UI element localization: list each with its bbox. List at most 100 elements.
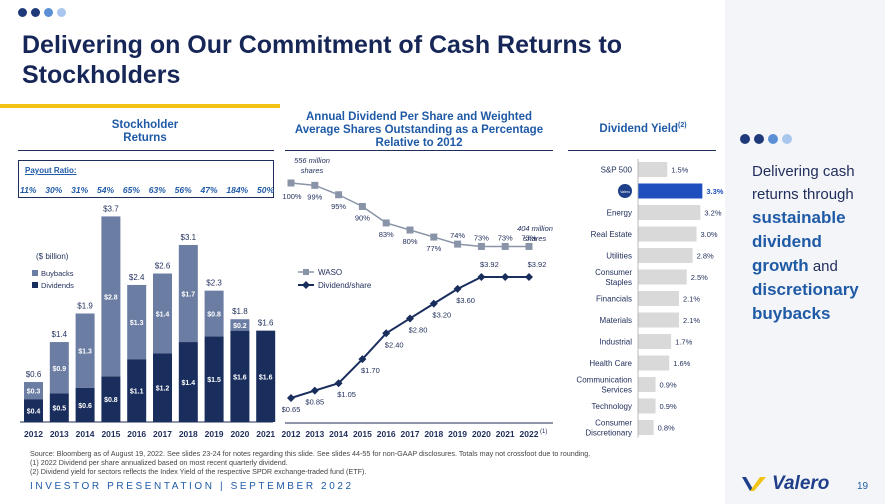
yield-label: 3.0%	[701, 230, 718, 239]
x-tick-label: 2015	[353, 429, 372, 439]
yield-category-label: S&P 500	[601, 166, 633, 175]
stockholder-returns-heading: Stockholder Returns	[111, 119, 179, 144]
waso-point	[358, 203, 366, 210]
bar-dividends	[204, 336, 224, 422]
waso-point	[406, 226, 414, 234]
footer-text: INVESTOR PRESENTATION | SEPTEMBER 2022	[30, 481, 354, 492]
data-label-buybacks: $1.4	[156, 312, 170, 319]
divider	[568, 150, 716, 151]
data-label-total: $0.6	[26, 370, 42, 379]
bar-buybacks	[230, 319, 250, 331]
payout-ratio-box	[18, 160, 274, 198]
x-tick-label: 2016	[377, 429, 396, 439]
yield-bar	[638, 226, 697, 242]
payout-ratio-label: Payout Ratio:	[25, 166, 77, 175]
yield-bar	[638, 248, 693, 263]
yield-category-label: Communication	[576, 376, 632, 385]
payout-ratio-value: 63%	[148, 185, 166, 195]
dividend-label: $2.80	[409, 325, 428, 334]
dividend-yield-heading-text: Dividend Yield	[599, 122, 679, 135]
page-number: 19	[857, 481, 869, 492]
valero-v-icon	[742, 477, 766, 491]
x-tick-label: 2017	[153, 429, 172, 439]
data-label-total: $1.9	[77, 302, 93, 311]
data-label-buybacks: $2.8	[104, 294, 118, 301]
side-text-highlight: discretionary buybacks	[752, 280, 859, 323]
data-label-total: $3.1	[181, 233, 197, 242]
data-label-dividends: $0.5	[52, 406, 66, 413]
payout-ratio-value: 47%	[200, 185, 218, 195]
footnotes: Source: Bloomberg as of August 19, 2022.…	[30, 449, 630, 476]
dividend-point	[287, 394, 295, 402]
waso-point	[454, 240, 462, 248]
divider	[18, 150, 274, 151]
dividend-point	[501, 273, 510, 282]
annotation-right: 404 million	[517, 224, 553, 233]
bar-buybacks	[127, 284, 147, 360]
x-tick-label: 2018	[424, 429, 443, 439]
yield-label: 0.9%	[660, 402, 677, 411]
waso-point	[335, 191, 343, 199]
waso-point	[382, 219, 390, 227]
x-tick-label: 2013	[50, 429, 69, 439]
yield-bar	[638, 355, 670, 371]
yield-category-label: Real Estate	[591, 230, 633, 239]
x-tick-label: 2019	[448, 429, 467, 439]
yield-bar	[638, 205, 701, 220]
dot	[782, 134, 792, 144]
yield-bar	[638, 269, 687, 285]
valero-logo: Valero	[740, 473, 829, 495]
yield-label: 3.2%	[704, 209, 721, 218]
dividend-label: $3.60	[456, 296, 475, 305]
data-label-dividends: $0.8	[104, 397, 118, 404]
annotation-top: shares	[301, 166, 324, 175]
bar-buybacks	[153, 273, 172, 354]
dot	[44, 8, 53, 17]
dividend-label: $3.20	[432, 311, 451, 320]
waso-point	[525, 242, 533, 250]
waso-point	[430, 233, 438, 241]
x-tick-label: 2020	[230, 429, 249, 439]
yield-label: 1.7%	[675, 338, 692, 347]
yield-category-label: Materials	[600, 316, 632, 325]
yield-category-label: Discretionary	[585, 429, 632, 438]
annotation-right: shares	[524, 234, 547, 243]
side-text-part: and	[812, 258, 838, 275]
waso-label: 73%	[521, 233, 536, 242]
payout-ratio-value: 11%	[20, 185, 37, 195]
heading-footnote-mark: (2)	[678, 122, 687, 129]
x-tick-label: 2012	[24, 429, 43, 439]
bar-buybacks	[24, 382, 43, 400]
dividend-point	[358, 355, 367, 364]
unit-label: ($ billion)	[36, 252, 69, 261]
x-tick-label: 2021	[256, 429, 275, 439]
waso-label: 95%	[331, 202, 346, 211]
legend-marker-waso	[303, 269, 309, 275]
legend-swatch-buybacks	[32, 270, 38, 276]
payout-ratio-value: 56%	[174, 185, 192, 195]
yield-label: 1.6%	[673, 359, 690, 368]
x-tick-label: 2021	[496, 429, 515, 439]
payout-ratio-value: 50%	[256, 185, 274, 195]
bar-dividends	[24, 399, 43, 422]
dividend-point	[382, 329, 391, 338]
x-tick-label: 2014	[76, 429, 95, 439]
yield-category-label: Utilities	[606, 252, 632, 261]
x-tick-label: 2022	[520, 429, 539, 439]
data-label-dividends: $0.4	[27, 409, 41, 416]
dividend-chart-heading: Annual Dividend Per Share and Weighted A…	[294, 111, 544, 149]
bar-dividends	[49, 393, 69, 422]
accent-bar	[0, 104, 280, 108]
waso-point	[311, 181, 319, 189]
yield-bar	[638, 183, 703, 199]
x-tick-label: 2017	[401, 429, 420, 439]
yield-label: 2.5%	[691, 273, 708, 282]
data-label-buybacks: $0.9	[52, 366, 66, 373]
waso-label: 99%	[307, 192, 322, 201]
legend-buybacks: Buybacks	[41, 269, 74, 278]
data-label-dividends: $1.6	[233, 374, 247, 381]
dividend-label: $3.92	[480, 260, 499, 269]
data-label-total: $2.3	[206, 279, 222, 288]
bar-dividends	[75, 387, 95, 422]
